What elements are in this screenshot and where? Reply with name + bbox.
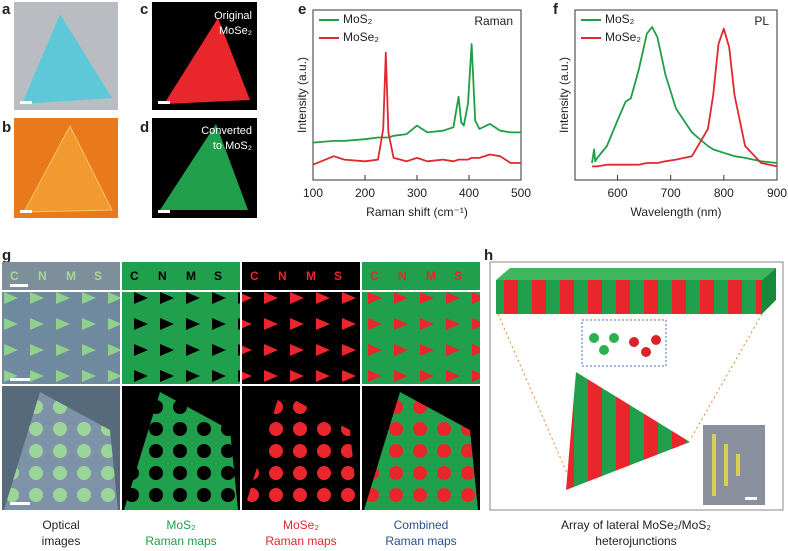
map-letter: S [94, 269, 102, 283]
map-letter: C [250, 269, 259, 283]
map-letter: M [66, 269, 76, 283]
x-tick-label: 800 [714, 186, 734, 200]
flake [160, 124, 248, 210]
map-letter: N [398, 269, 407, 283]
map-letter: C [130, 269, 139, 283]
column-caption: Raman maps [385, 534, 456, 548]
x-axis-label: Wavelength (nm) [631, 205, 722, 219]
panel-h-frame [489, 261, 784, 511]
map-letter: N [38, 269, 47, 283]
map-letter: M [186, 269, 196, 283]
y-axis-label: Intensity (a.u.) [557, 57, 571, 133]
x-tick-label: 900 [767, 186, 787, 200]
image-label: MoSe₂ [219, 25, 252, 37]
map-letter: M [306, 269, 316, 283]
column-caption: MoS₂ [166, 518, 196, 532]
column-caption: Raman maps [265, 534, 336, 548]
panel-label: b [2, 119, 11, 136]
panel-label: a [2, 1, 11, 18]
map-letter: N [278, 269, 287, 283]
flake [164, 18, 250, 104]
image-label: Original [214, 10, 252, 22]
panel-caption: heterojunctions [595, 534, 676, 548]
panel-label: f [553, 1, 559, 18]
x-axis-label: Raman shift (cm⁻¹) [366, 205, 468, 219]
map-letter: S [214, 269, 222, 283]
column-caption: Combined [394, 518, 449, 532]
x-tick-label: 500 [511, 186, 531, 200]
image-label: Converted [201, 125, 252, 137]
panel-label: d [140, 119, 149, 136]
legend-label: MoS₂ [605, 12, 635, 26]
x-tick-label: 300 [407, 186, 427, 200]
map-letter: S [454, 269, 462, 283]
annotation: PL [754, 14, 769, 28]
y-axis-label: Intensity (a.u.) [295, 57, 309, 133]
x-tick-label: 700 [661, 186, 681, 200]
image-label: to MoS₂ [213, 140, 252, 152]
map-letter: C [10, 269, 19, 283]
map-letter: M [426, 269, 436, 283]
panel-label: c [140, 1, 148, 18]
legend-label: MoSe₂ [343, 30, 379, 44]
series-line [591, 26, 778, 164]
panel-g-maps [2, 262, 480, 510]
flake [23, 124, 113, 213]
series-line [592, 27, 778, 168]
column-caption: MoSe₂ [283, 518, 319, 532]
column-caption: images [42, 534, 81, 548]
scale-bars [20, 101, 170, 213]
column-caption: Raman maps [145, 534, 216, 548]
panel-label: g [2, 247, 11, 264]
x-tick-label: 200 [355, 186, 375, 200]
legend-label: MoSe₂ [605, 30, 641, 44]
x-tick-label: 400 [459, 186, 479, 200]
panel-label: e [298, 1, 306, 18]
map-letter: S [334, 269, 342, 283]
column-caption: Optical [42, 518, 79, 532]
series-line [312, 43, 521, 144]
map-letter: N [158, 269, 167, 283]
map-letter: C [370, 269, 379, 283]
panel-label: h [484, 247, 493, 264]
x-tick-label: 600 [608, 186, 628, 200]
series-line [312, 51, 521, 166]
annotation: Raman [474, 14, 513, 28]
flake [22, 14, 112, 104]
legend-label: MoS₂ [343, 12, 373, 26]
panel-caption: Array of lateral MoSe₂/MoS₂ [561, 518, 711, 532]
x-tick-label: 100 [303, 186, 323, 200]
heterojunction-schematic [496, 268, 776, 505]
plot-frame [574, 9, 778, 181]
